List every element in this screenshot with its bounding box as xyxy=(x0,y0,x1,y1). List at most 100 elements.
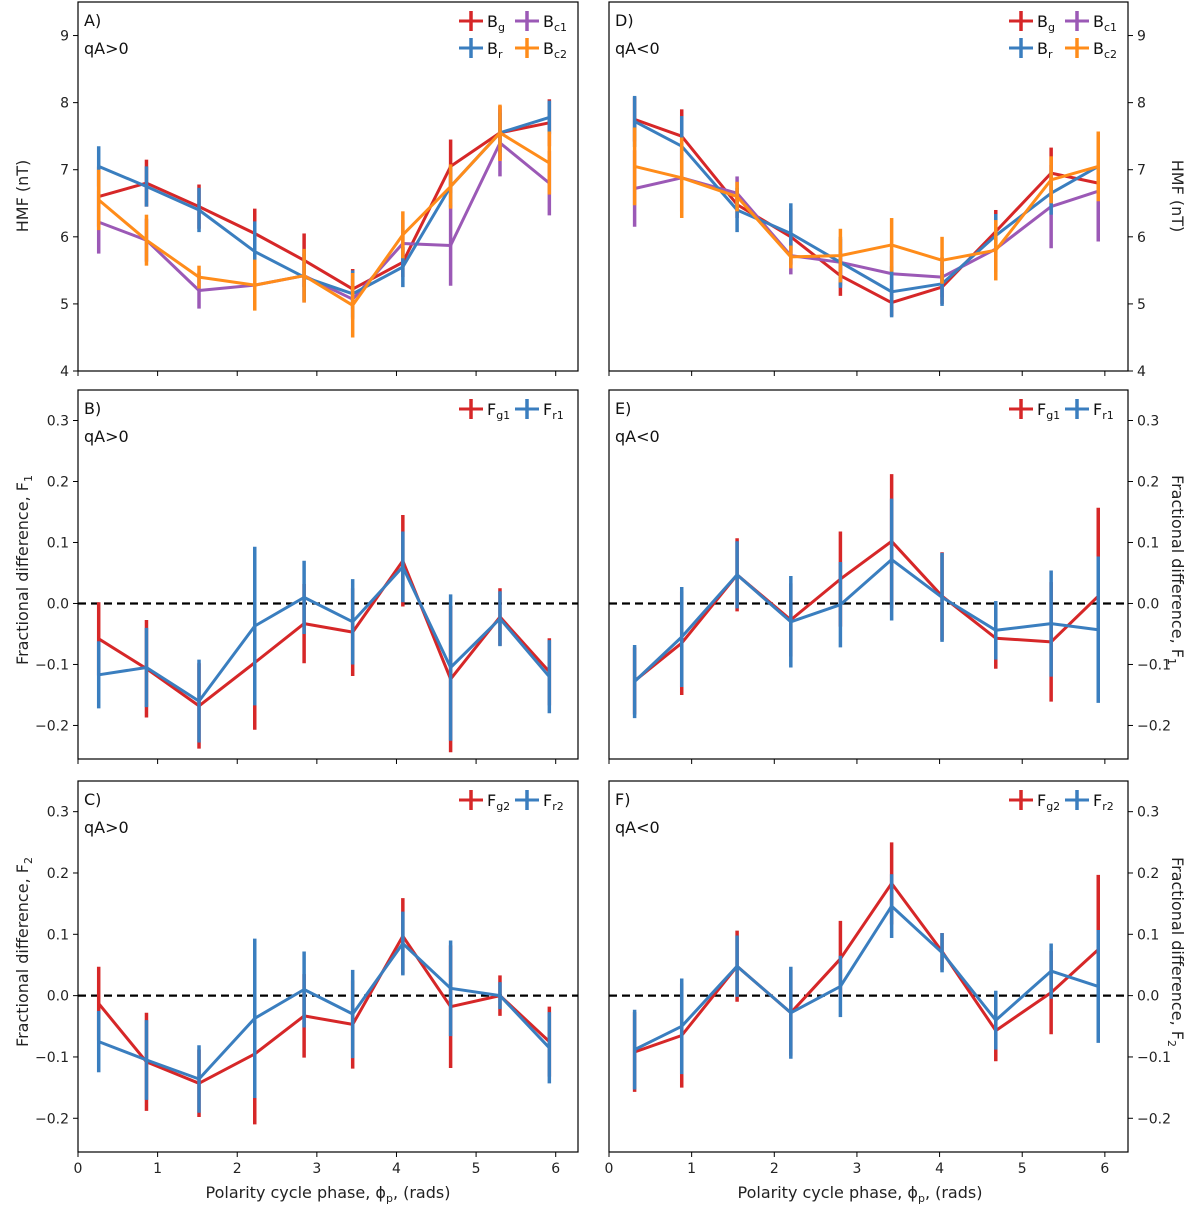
data-point xyxy=(680,635,684,639)
y-tick-label: −0.2 xyxy=(1137,1111,1171,1127)
legend-label-sub: g2 xyxy=(496,800,510,813)
x-tick-label: 4 xyxy=(935,1161,944,1177)
y-tick-label: 0.1 xyxy=(1137,927,1159,943)
axes-frame-C xyxy=(77,780,579,1153)
legend-label-sub: g2 xyxy=(1046,800,1060,813)
y-tick-label: 8 xyxy=(1137,96,1146,112)
data-point xyxy=(401,565,405,569)
data-point xyxy=(789,1011,793,1015)
data-point xyxy=(1049,621,1053,626)
y-tick-label: 0.3 xyxy=(1137,805,1159,821)
series-line xyxy=(634,881,1100,1054)
data-point xyxy=(940,258,944,262)
series-F-Fr2 xyxy=(632,874,1100,1090)
legend-item-Fg2: Fg2 xyxy=(1009,790,1060,813)
panel-condition: qA>0 xyxy=(84,818,129,837)
series-line xyxy=(634,117,1099,305)
series-line xyxy=(634,164,1099,262)
legend-label: Fg1 xyxy=(1037,400,1060,422)
data-point xyxy=(144,238,149,242)
data-point xyxy=(253,624,257,628)
data-point xyxy=(97,198,101,202)
legend-label-sub: r xyxy=(498,48,503,61)
legend-label-main: B xyxy=(1093,12,1104,31)
data-point xyxy=(789,255,793,259)
y-tick-label: 0.1 xyxy=(47,927,69,943)
y-tick-label: 5 xyxy=(1137,297,1146,313)
legend-label-main: F xyxy=(1037,791,1046,810)
legend-label-sub: r1 xyxy=(1102,409,1114,422)
data-point xyxy=(351,303,355,307)
x-tick-label: 1 xyxy=(153,1161,162,1177)
y-tick-label: −0.1 xyxy=(35,1050,69,1066)
panel-label: F) xyxy=(615,790,630,809)
data-point xyxy=(97,1002,101,1006)
y-tick-label: 0.2 xyxy=(47,474,69,490)
x-tick-label: 3 xyxy=(852,1161,861,1177)
y-tick-label: 4 xyxy=(1137,364,1146,380)
legend-item-Bc1: Bc1 xyxy=(1065,11,1117,34)
legend-C: Fg2 Fr2 xyxy=(459,790,564,813)
legend-label-main: F xyxy=(1093,400,1102,419)
y-tick-label: 9 xyxy=(1137,29,1146,45)
data-point xyxy=(633,164,637,168)
legend-item-Bg: Bg xyxy=(459,11,505,34)
legend-label-main: F xyxy=(543,791,552,810)
data-point xyxy=(97,673,101,677)
legend-label: Bg xyxy=(487,12,505,34)
panel-label: B) xyxy=(84,399,101,418)
data-point xyxy=(547,675,551,679)
y-tick-label: 0.2 xyxy=(1137,866,1159,882)
y-tick-label: −0.2 xyxy=(35,718,69,734)
data-point xyxy=(890,290,894,294)
legend-label-sub: g1 xyxy=(496,409,510,422)
y-axis-label-f2-left: Fractional difference, F2 xyxy=(13,857,35,1047)
legend-label-sub: g1 xyxy=(1046,409,1060,422)
y-tick-label: 0.1 xyxy=(1137,535,1159,551)
series-line xyxy=(633,558,1099,683)
data-point xyxy=(1096,164,1100,168)
y-tick-label: 0.2 xyxy=(47,866,69,882)
series-C-Fg2 xyxy=(96,898,552,1125)
legend-label: Br xyxy=(487,39,503,61)
y-tick-label: 8 xyxy=(60,96,69,112)
series-line xyxy=(98,121,550,291)
y-tick-label: 4 xyxy=(60,364,69,380)
legend-item-Br: Br xyxy=(459,38,503,61)
y-tick-label: 0.3 xyxy=(47,805,69,821)
axes-frame-F xyxy=(608,780,1129,1153)
legend-label-main: B xyxy=(487,12,498,31)
x-tick-label: 0 xyxy=(74,1161,83,1177)
data-point xyxy=(498,994,502,998)
data-point xyxy=(144,184,149,189)
x-tick-label: 6 xyxy=(551,1161,560,1177)
y-tick-label: 0.0 xyxy=(1137,989,1159,1005)
y-tick-label: 7 xyxy=(60,163,69,179)
data-point xyxy=(498,131,502,135)
data-point xyxy=(633,679,637,684)
data-point xyxy=(197,699,201,703)
series-line xyxy=(634,176,1099,279)
legend-label: Fr2 xyxy=(1093,791,1114,813)
data-point xyxy=(890,557,894,562)
legend-label: Fg2 xyxy=(1037,791,1060,813)
data-point xyxy=(789,231,793,236)
legend-label-main: F xyxy=(1037,400,1046,419)
data-point xyxy=(401,941,405,946)
series-line xyxy=(98,942,551,1081)
legend-label-main: F xyxy=(1093,791,1102,810)
data-point xyxy=(401,233,405,237)
x-tick-label: 3 xyxy=(312,1161,321,1177)
data-point xyxy=(197,208,201,212)
y-axis-label-hmf-right: HMF (nT) xyxy=(1168,160,1187,233)
data-point xyxy=(890,904,894,908)
data-point xyxy=(144,1058,149,1062)
legend-label-sub: r2 xyxy=(552,800,564,813)
series-B-Fr1 xyxy=(96,531,552,743)
